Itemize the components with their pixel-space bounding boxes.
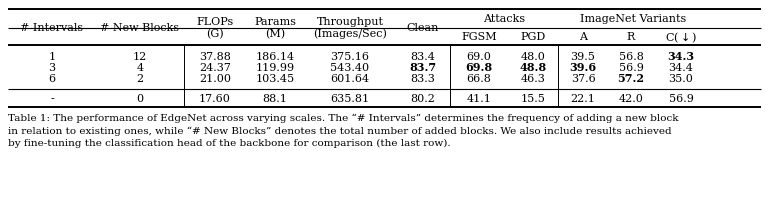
Text: A: A (579, 32, 587, 42)
Text: 103.45: 103.45 (255, 74, 295, 84)
Text: 4: 4 (136, 63, 144, 73)
Text: 34.3: 34.3 (667, 51, 694, 62)
Text: 6: 6 (48, 74, 55, 84)
Text: 46.3: 46.3 (521, 74, 545, 84)
Text: PGD: PGD (521, 32, 546, 42)
Text: 22.1: 22.1 (571, 94, 595, 103)
Text: 48.8: 48.8 (519, 62, 547, 73)
Text: 83.3: 83.3 (411, 74, 435, 84)
Text: 37.88: 37.88 (199, 52, 231, 62)
Text: 42.0: 42.0 (618, 94, 644, 103)
Text: 69.8: 69.8 (465, 62, 493, 73)
Text: 56.8: 56.8 (618, 52, 644, 62)
Text: 83.7: 83.7 (409, 62, 437, 73)
Text: 186.14: 186.14 (255, 52, 295, 62)
Text: 80.2: 80.2 (411, 94, 435, 103)
Text: Throughput
(Images/Sec): Throughput (Images/Sec) (313, 17, 387, 39)
Text: Clean: Clean (407, 23, 439, 33)
Text: 3: 3 (48, 63, 55, 73)
Text: C($\downarrow$): C($\downarrow$) (665, 30, 697, 44)
Text: 24.37: 24.37 (199, 63, 231, 73)
Text: -: - (50, 94, 54, 103)
Text: 37.6: 37.6 (571, 74, 595, 84)
Text: 1: 1 (48, 52, 55, 62)
Text: 69.0: 69.0 (467, 52, 491, 62)
Text: FLOPs
(G): FLOPs (G) (196, 17, 234, 39)
Text: ImageNet Variants: ImageNet Variants (580, 14, 686, 24)
Text: 57.2: 57.2 (618, 73, 644, 84)
Text: 83.4: 83.4 (411, 52, 435, 62)
Text: 21.00: 21.00 (199, 74, 231, 84)
Text: 35.0: 35.0 (668, 74, 694, 84)
Text: 15.5: 15.5 (521, 94, 545, 103)
Text: 41.1: 41.1 (467, 94, 491, 103)
Text: 48.0: 48.0 (521, 52, 545, 62)
Text: 2: 2 (136, 74, 144, 84)
Text: 88.1: 88.1 (262, 94, 288, 103)
Text: R: R (627, 32, 635, 42)
Text: Table 1: The performance of EdgeNet across varying scales. The “# Intervals” det: Table 1: The performance of EdgeNet acro… (8, 114, 678, 147)
Text: 375.16: 375.16 (331, 52, 369, 62)
Text: Attacks: Attacks (483, 14, 525, 24)
Text: 56.9: 56.9 (668, 94, 694, 103)
Text: 635.81: 635.81 (331, 94, 370, 103)
Text: 66.8: 66.8 (467, 74, 491, 84)
Text: 56.9: 56.9 (618, 63, 644, 73)
Text: Params
(M): Params (M) (254, 17, 296, 39)
Text: 601.64: 601.64 (331, 74, 370, 84)
Text: 543.40: 543.40 (331, 63, 370, 73)
Text: 119.99: 119.99 (255, 63, 295, 73)
Text: 12: 12 (133, 52, 147, 62)
Text: 39.5: 39.5 (571, 52, 595, 62)
Text: FGSM: FGSM (461, 32, 497, 42)
Text: # Intervals: # Intervals (21, 23, 84, 33)
Text: 39.6: 39.6 (569, 62, 597, 73)
Text: 17.60: 17.60 (199, 94, 231, 103)
Text: 34.4: 34.4 (668, 63, 694, 73)
Text: # New Blocks: # New Blocks (101, 23, 180, 33)
Text: 0: 0 (136, 94, 144, 103)
